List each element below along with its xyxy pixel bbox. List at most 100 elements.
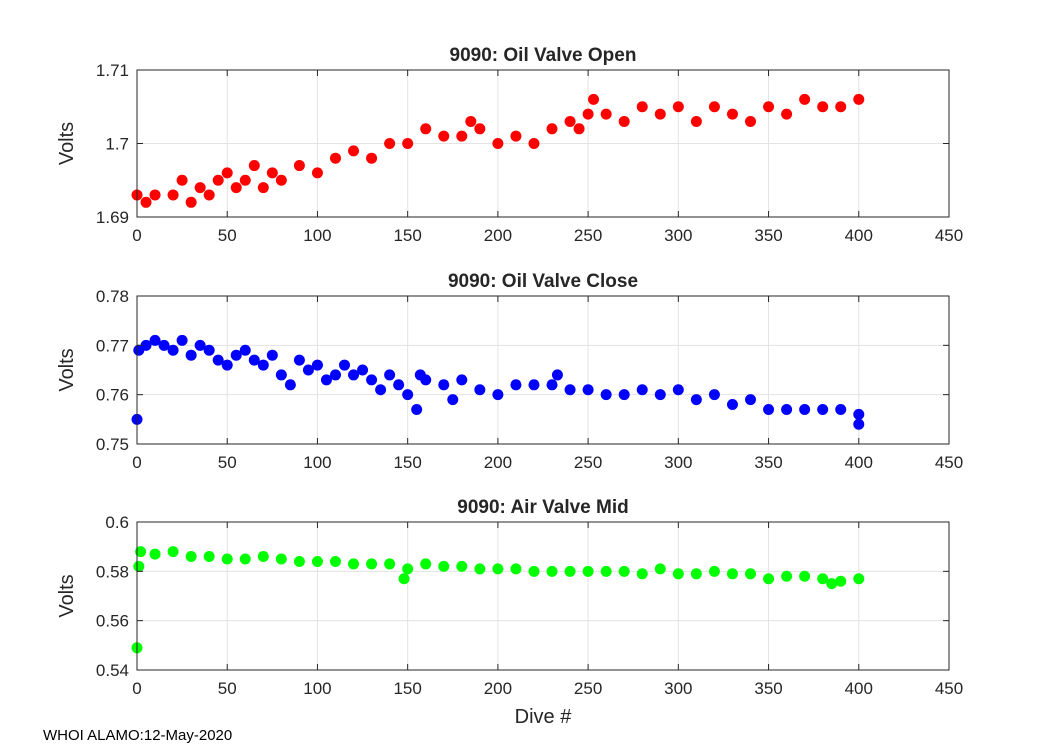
data-point [745,394,757,406]
data-point [438,379,450,391]
data-point [329,152,341,164]
data-point [600,389,612,401]
data-point [474,384,486,396]
data-point [167,189,179,201]
data-point [384,558,396,570]
data-point [194,182,206,194]
x-tick-label: 0 [132,679,141,698]
x-tick-label: 300 [664,679,692,698]
data-point [329,369,341,381]
data-point [826,578,838,590]
data-point [248,354,260,366]
data-point [135,546,147,558]
x-tick-label: 150 [393,679,421,698]
data-point [672,568,684,580]
data-point [799,570,811,582]
data-point [582,565,594,577]
data-point [763,573,775,585]
data-point [284,379,296,391]
data-point [573,123,585,135]
data-point [149,189,161,201]
data-point [420,558,432,570]
data-point [600,108,612,120]
data-point [348,558,360,570]
data-point [275,553,287,565]
x-tick-label: 450 [935,679,963,698]
y-axis-label: Volts [56,348,78,391]
data-point [167,344,179,356]
data-point [492,138,504,149]
y-tick-label: 0.6 [105,513,129,532]
x-tick-label: 350 [754,453,782,472]
data-point [320,374,332,386]
x-tick-label: 50 [218,226,237,245]
data-point [293,354,305,366]
data-point [239,553,251,565]
data-point [230,349,242,361]
data-point [546,565,558,577]
data-point [149,334,161,346]
x-tick-label: 50 [218,679,237,698]
data-point [140,196,152,208]
data-point [456,374,468,386]
x-tick-label: 200 [484,679,512,698]
data-point [799,93,811,105]
data-point [799,403,811,415]
data-point [311,555,323,567]
data-point [708,101,720,113]
data-point [465,115,477,127]
data-point [510,130,522,142]
data-point [348,145,360,157]
y-tick-label: 1.69 [96,208,129,227]
data-point [708,565,720,577]
data-point [618,389,630,401]
data-point [230,182,242,194]
data-point [600,565,612,577]
data-point [221,553,233,565]
data-point [564,115,576,127]
y-tick-label: 0.56 [96,612,129,631]
data-point [384,369,396,381]
data-point [311,359,323,371]
data-point [763,403,775,415]
x-tick-label: 450 [935,226,963,245]
y-tick-label: 1.7 [105,135,129,154]
data-point [275,369,287,381]
data-point [510,379,522,391]
data-point [582,108,594,120]
plot-2: 0 50 100 150 200 250 300 350 400 450 0.75 0.76 0.77 0… [56,271,963,472]
data-point [402,138,414,149]
x-axis-label: Dive # [515,706,573,728]
data-point [302,364,314,376]
data-point [636,568,648,580]
x-tick-label: 250 [574,679,602,698]
data-point [781,108,793,120]
data-point [636,101,648,113]
y-tick-label: 0.75 [96,435,129,454]
data-point [239,344,251,356]
data-point [293,555,305,567]
data-point [438,130,450,142]
data-point [212,174,224,186]
data-point [853,418,865,430]
footer-stamp: WHOI ALAMO:12-May-2020 [43,727,233,744]
x-tick-label: 150 [393,226,421,245]
axes-box [136,295,950,445]
y-tick-label: 0.77 [96,336,129,355]
x-tick-label: 150 [393,453,421,472]
data-point [293,160,305,172]
x-tick-label: 100 [303,679,331,698]
y-tick-label: 0.78 [96,287,129,306]
data-point [618,565,630,577]
data-point [248,160,260,172]
x-tick-label: 350 [754,679,782,698]
plot-3: 0 50 100 150 200 250 300 350 400 450 0.54 0.56 0.58 0… [56,497,963,728]
data-point [564,565,576,577]
data-point [781,403,793,415]
x-tick-label: 250 [574,226,602,245]
data-point [654,389,666,401]
data-point [133,560,145,572]
x-tick-label: 450 [935,453,963,472]
data-point [447,394,459,406]
data-point [817,573,829,585]
